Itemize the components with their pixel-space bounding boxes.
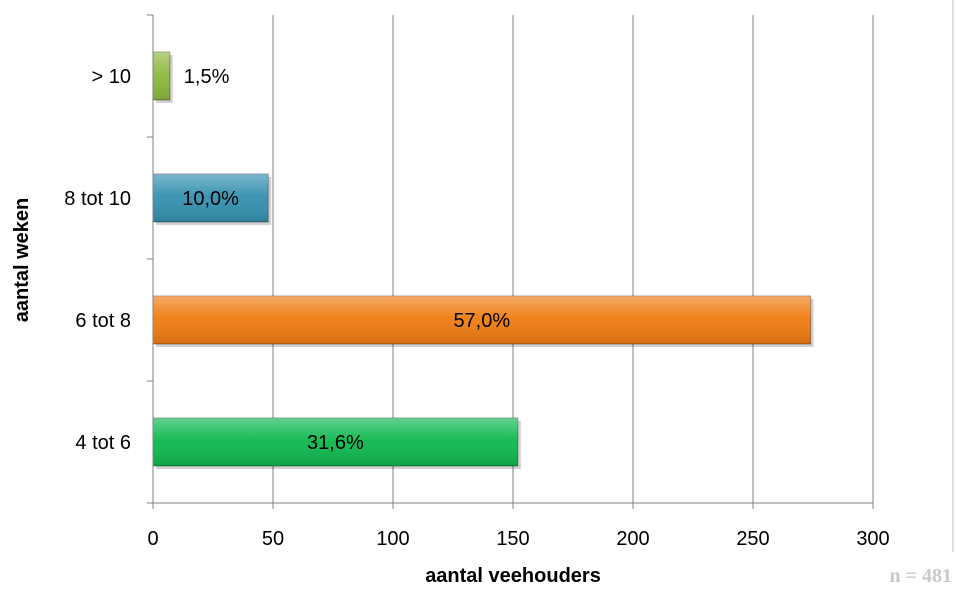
- category-label: > 10: [92, 66, 131, 88]
- x-axis-title: aantal veehouders: [425, 565, 601, 587]
- bar-highlight: [153, 418, 518, 466]
- bars: [152, 51, 814, 469]
- x-tick-label: 300: [856, 528, 889, 550]
- category-label: 4 tot 6: [75, 432, 131, 454]
- data-label: 31,6%: [307, 432, 364, 454]
- bar-highlight: [153, 296, 811, 344]
- data-label: 1,5%: [184, 66, 230, 88]
- axes: [147, 14, 874, 509]
- x-tick-label: 150: [496, 528, 529, 550]
- data-label: 10,0%: [182, 188, 239, 210]
- x-tick-label: 50: [262, 528, 284, 550]
- labels: 0 50 100 150 200 250 300 4 tot 6 31,6% 6 tot 8 57,…: [64, 66, 889, 550]
- bar-highlight: [153, 174, 269, 222]
- category-label: 8 tot 10: [64, 188, 131, 210]
- data-label: 57,0%: [453, 310, 510, 332]
- x-tick-label: 100: [376, 528, 409, 550]
- x-tick-label: 250: [736, 528, 769, 550]
- x-tick-label: 200: [616, 528, 649, 550]
- x-tick-label: 0: [147, 528, 158, 550]
- y-axis-title: aantal weken: [11, 198, 33, 323]
- bar-highlight: [153, 52, 170, 100]
- sample-size-note: n = 481: [889, 565, 952, 587]
- category-label: 6 tot 8: [75, 310, 131, 332]
